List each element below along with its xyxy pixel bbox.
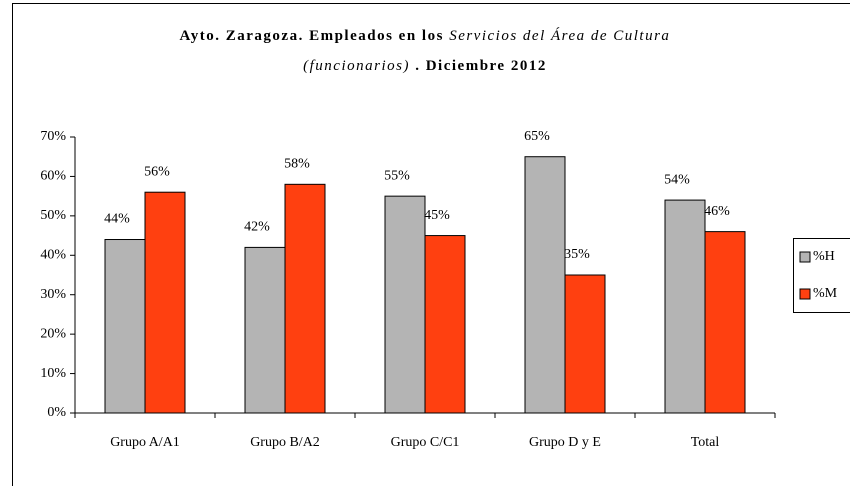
title-part: Servicios del Área de Cultura [449,27,670,44]
y-tick-label: 70% [40,129,66,144]
value-label: 46% [704,204,730,219]
value-label: 55% [384,168,410,183]
y-tick-label: 30% [40,287,66,302]
legend-label: %H [813,249,835,264]
y-tick-label: 20% [40,326,66,341]
value-label: 35% [564,247,590,262]
legend-frame [793,238,850,313]
value-label: 58% [284,157,310,172]
title-part: Ayto. Zaragoza. Empleados en los [180,28,444,44]
bar [384,195,426,414]
value-label: 56% [144,164,170,179]
legend-swatch [799,288,811,300]
bar [144,191,186,414]
bar [664,199,706,414]
bar [244,246,286,414]
chart-frame [12,3,850,486]
x-tick-label: Grupo D y E [529,435,601,450]
x-tick-label: Grupo C/C1 [391,435,460,450]
bar [704,231,746,414]
bar [524,156,566,414]
y-tick-label: 50% [40,208,66,223]
bar [564,274,606,414]
x-tick-label: Grupo B/A2 [250,435,320,450]
y-tick-label: 60% [40,169,66,184]
value-label: 45% [424,208,450,223]
value-label: 44% [104,212,130,227]
legend-swatch [799,251,811,263]
y-tick-label: 0% [47,405,66,420]
y-tick-label: 10% [40,366,66,381]
value-label: 42% [244,220,270,235]
y-tick-label: 40% [40,248,66,263]
x-tick-label: Grupo A/A1 [110,435,180,450]
value-label: 65% [524,129,550,144]
chart-title: (funcionarios) . Diciembre 2012 [303,58,547,74]
value-label: 54% [664,172,690,187]
x-tick-label: Total [691,435,720,450]
legend-label: %M [813,286,838,301]
bar [284,183,326,414]
bar [424,235,466,414]
title-part: (funcionarios) [303,58,410,74]
chart-title: Ayto. Zaragoza. Empleados en los Servici… [180,27,671,44]
bar [104,239,146,414]
title-part: . Diciembre 2012 [415,58,547,74]
